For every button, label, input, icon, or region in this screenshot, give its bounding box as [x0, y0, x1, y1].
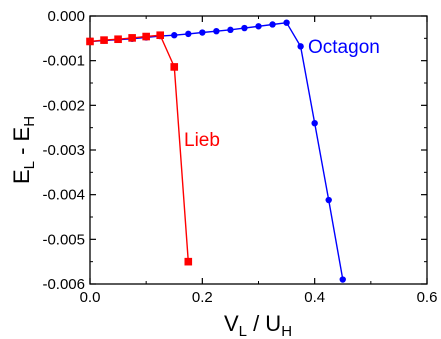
point-octagon	[325, 196, 332, 204]
point-lieb	[86, 37, 94, 46]
point-octagon	[311, 120, 318, 127]
point-octagon	[297, 43, 304, 50]
y-tick-label: -0.002	[42, 97, 85, 114]
y-tick-labels: 0.000 -0.001 -0.002 -0.003 -0.004 -0.005 -0.00…	[42, 8, 85, 293]
point-lieb	[142, 32, 150, 41]
x-tick-label: 0.2	[192, 289, 213, 306]
y-tick-label: -0.006	[42, 276, 85, 293]
annotation-lieb: Lieb	[184, 130, 220, 151]
annotation-octagon: Octagon	[308, 37, 380, 58]
x-tick-label: 0.6	[417, 289, 438, 306]
plot-area	[86, 15, 428, 285]
axis-ticks	[89, 15, 428, 285]
y-axis-title: EL - EH	[9, 116, 38, 184]
x-tick-labels: 0.0 0.2 0.4 0.6	[80, 289, 438, 306]
point-lieb	[100, 36, 108, 44]
point-octagon	[199, 29, 206, 36]
point-lieb	[170, 63, 179, 71]
point-lieb	[114, 35, 122, 44]
point-octagon	[255, 23, 262, 30]
x-tick-label: 0.4	[304, 289, 325, 306]
y-tick-label: -0.003	[42, 142, 85, 159]
point-octagon	[185, 30, 192, 38]
series-line-octagon	[89, 21, 344, 280]
point-lieb	[184, 257, 193, 266]
x-axis-title: VL / UH	[224, 311, 292, 339]
point-lieb	[156, 31, 165, 40]
point-octagon	[269, 21, 276, 28]
y-tick-label: -0.004	[42, 187, 85, 204]
series-layer	[86, 19, 346, 283]
point-lieb	[128, 34, 136, 42]
y-tick-label: 0.000	[47, 8, 85, 25]
point-octagon	[283, 19, 290, 26]
y-tick-label: -0.005	[42, 231, 85, 248]
point-octagon	[339, 276, 346, 283]
point-octagon	[171, 32, 178, 39]
point-octagon	[227, 26, 234, 34]
y-tick-label: -0.001	[42, 53, 85, 70]
x-tick-label: 0.0	[80, 289, 101, 306]
point-octagon	[241, 24, 248, 32]
point-octagon	[213, 27, 220, 35]
